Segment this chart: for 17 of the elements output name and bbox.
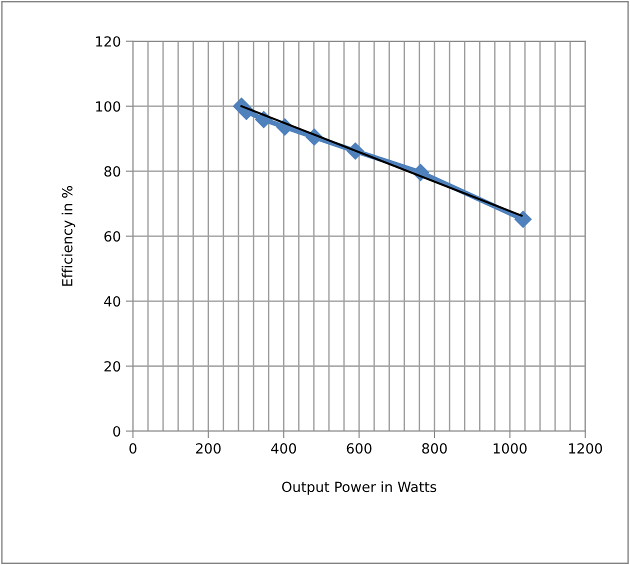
y-tick-label: 20: [104, 361, 120, 372]
x-axis-title: Output Power in Watts: [282, 481, 436, 495]
point: [514, 210, 532, 228]
x-tick-label: 400: [271, 443, 296, 454]
y-tick-label: 80: [104, 166, 120, 177]
x-tick-label: 1000: [494, 443, 527, 454]
y-tick-label: 60: [104, 231, 120, 242]
x-tick-label: 0: [129, 443, 136, 454]
y-axis-title: Efficiency in %: [62, 186, 76, 286]
y-tick-label: 120: [96, 36, 120, 47]
x-tick-label: 800: [422, 443, 447, 454]
x-tick-label: 1200: [569, 443, 602, 454]
y-tick-label: 100: [96, 101, 120, 112]
y-tick-label: 0: [113, 426, 120, 437]
x-tick-label: 200: [196, 443, 221, 454]
y-tick-label: 40: [104, 296, 120, 307]
x-tick-label: 600: [346, 443, 372, 454]
